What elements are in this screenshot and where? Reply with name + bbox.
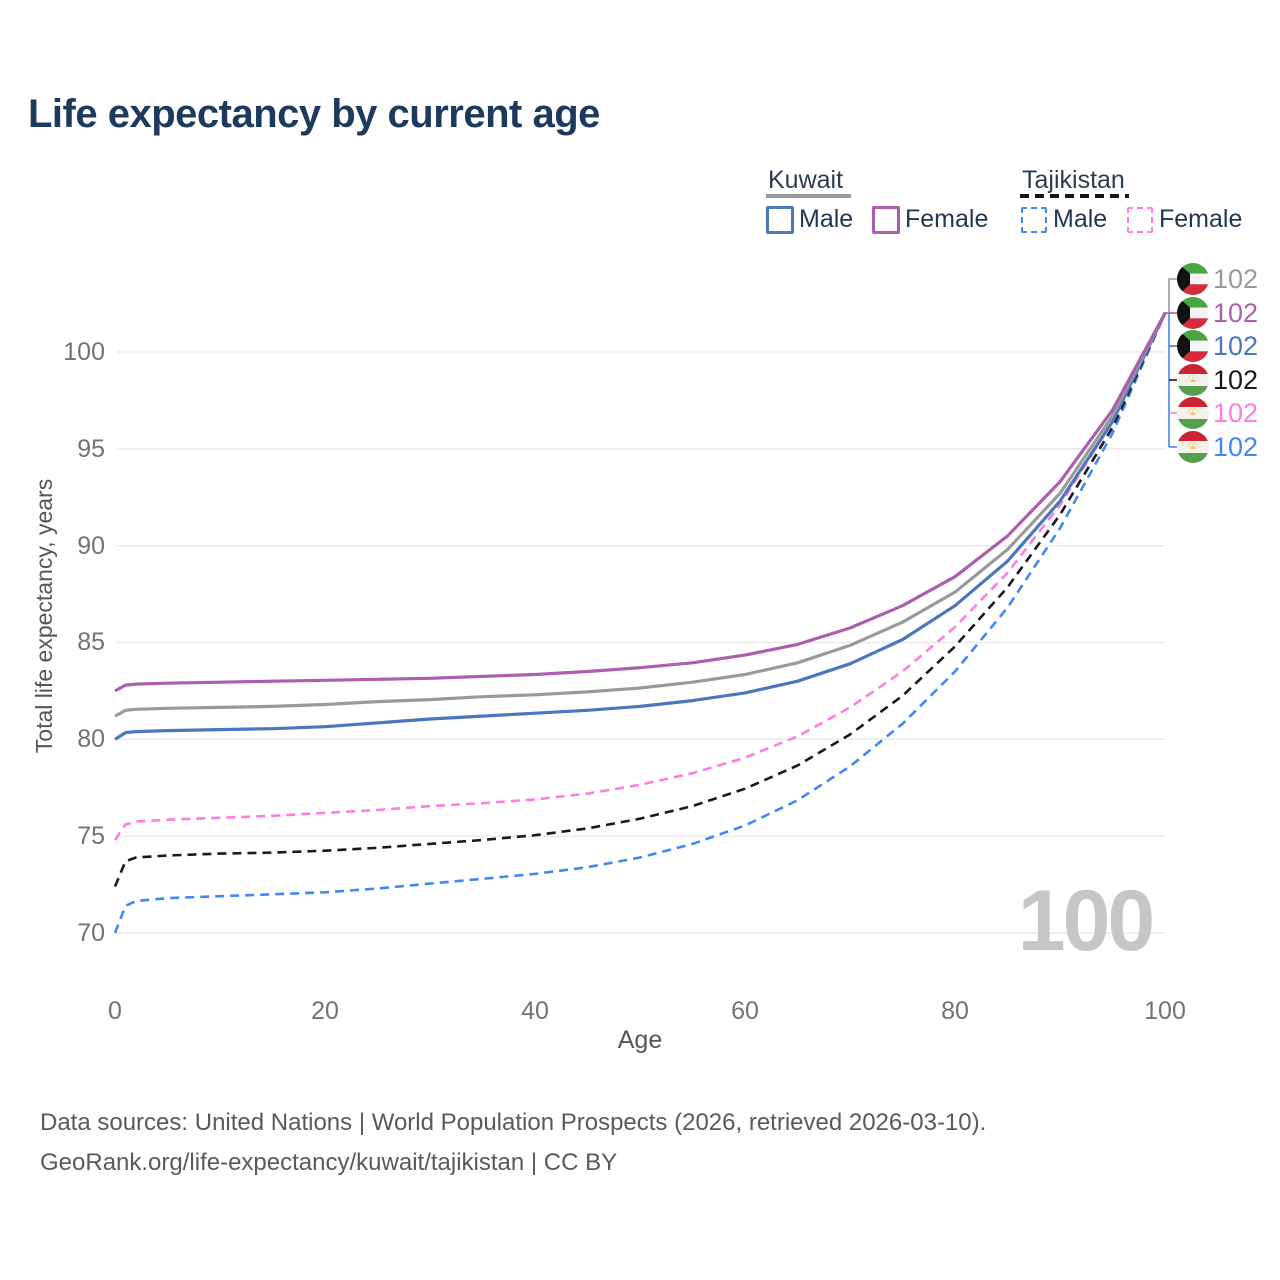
line-tajikistan-both-sexes (113, 312, 1167, 887)
kuwait-flag-icon (1177, 296, 1209, 330)
legend-label-tajikistan-male[interactable]: Male (1053, 205, 1108, 233)
y-tick-75: 75 (77, 822, 105, 850)
line-tajikistan-male (113, 312, 1167, 934)
x-tick-20: 20 (311, 997, 339, 1025)
kuwait-solid-line-swatch (766, 194, 851, 198)
line-kuwait-female (114, 312, 1167, 693)
legend-checkbox-kuwait-female[interactable] (872, 206, 900, 234)
legend-label-kuwait-female[interactable]: Female (905, 205, 989, 233)
end-label-connectors (1163, 278, 1177, 448)
x-tick-0: 0 (108, 997, 122, 1025)
tajikistan-flag-icon (1177, 397, 1209, 429)
legend-checkbox-tajikistan-female[interactable] (1127, 207, 1153, 233)
page-title: Life expectancy by current age (28, 92, 600, 136)
series-lines (113, 312, 1167, 934)
kuwait-flag-icon (1177, 262, 1209, 296)
y-axis-title: Total life expectancy, years (31, 478, 57, 754)
x-tick-60: 60 (731, 997, 759, 1025)
y-tick-90: 90 (77, 532, 105, 560)
legend-checkbox-tajikistan-male[interactable] (1021, 207, 1047, 233)
end-value-label: 102 (1213, 298, 1258, 328)
attribution-note: GeoRank.org/life-expectancy/kuwait/tajik… (40, 1149, 618, 1176)
kuwait-flag-icon (1177, 329, 1209, 363)
gridlines (117, 351, 1165, 934)
end-value-label: 102 (1213, 331, 1258, 361)
line-kuwait-male (114, 312, 1167, 741)
line-kuwait-both-sexes (114, 312, 1167, 718)
x-axis-title: Age (617, 1026, 663, 1054)
legend-label-tajikistan-female[interactable]: Female (1159, 205, 1243, 233)
legend-group-kuwait[interactable]: Kuwait (768, 166, 844, 194)
end-value-label: 102 (1213, 264, 1258, 294)
end-value-label: 102 (1213, 432, 1258, 462)
y-tick-100: 100 (63, 338, 105, 366)
age-watermark: 100 (1017, 873, 1156, 969)
connector-up (1168, 278, 1177, 313)
y-tick-80: 80 (77, 725, 105, 753)
tajikistan-flag-icon (1177, 431, 1209, 463)
tajikistan-flag-icon (1177, 364, 1209, 396)
legend-label-kuwait-male[interactable]: Male (799, 205, 854, 233)
line-tajikistan-female (113, 312, 1167, 841)
legend-checkbox-kuwait-male[interactable] (766, 206, 794, 234)
data-sources-note: Data sources: United Nations | World Pop… (40, 1109, 987, 1136)
tajikistan-dashed-line-swatch (1020, 194, 1129, 198)
x-tick-80: 80 (941, 997, 969, 1025)
x-tick-40: 40 (521, 997, 549, 1025)
end-value-label: 102 (1213, 398, 1258, 428)
y-tick-95: 95 (77, 435, 105, 463)
y-tick-70: 70 (77, 919, 105, 947)
legend-group-tajikistan[interactable]: Tajikistan (1022, 166, 1125, 194)
y-tick-85: 85 (77, 628, 105, 656)
x-tick-100: 100 (1144, 997, 1186, 1025)
end-value-label: 102 (1213, 365, 1258, 395)
